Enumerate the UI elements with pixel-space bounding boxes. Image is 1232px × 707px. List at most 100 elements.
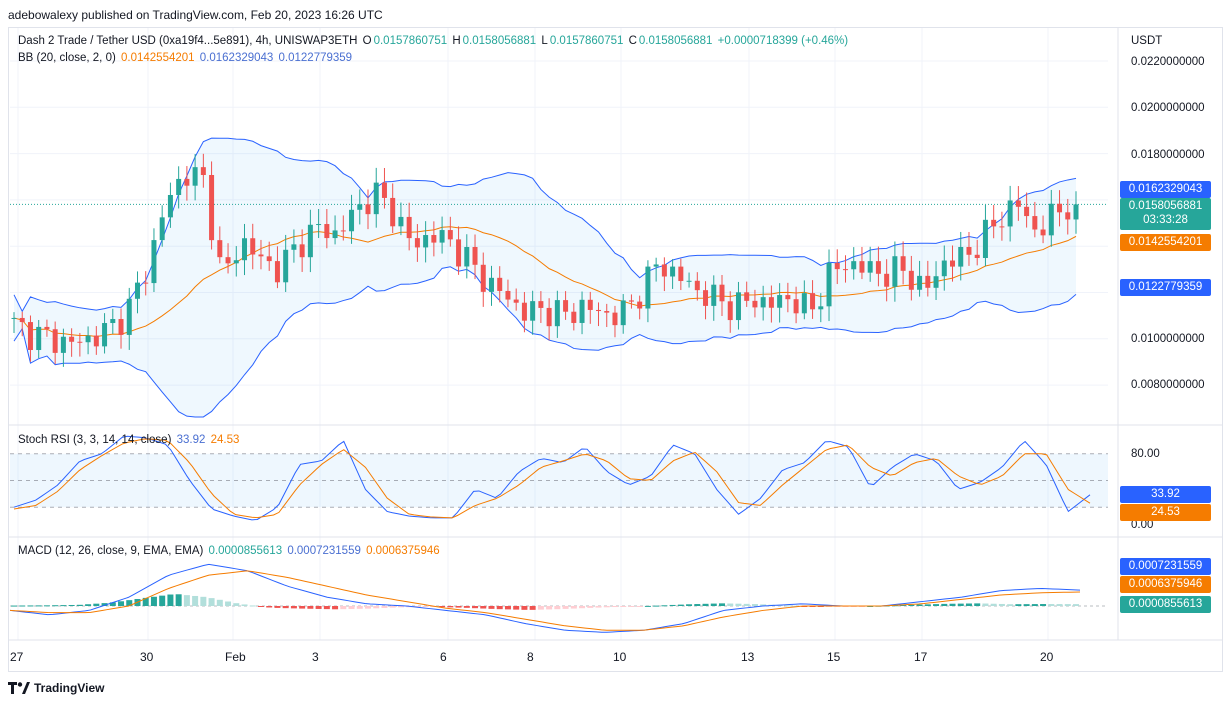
macd-hist-bar xyxy=(620,606,627,607)
macd-hist-bar xyxy=(603,606,610,608)
candle-body xyxy=(431,235,437,243)
footer-brand: TradingView xyxy=(8,681,104,695)
candle-body xyxy=(694,280,700,291)
macd-line-value: 0.0007231559 xyxy=(287,545,361,557)
bb-upper-tag: 0.0162329043 xyxy=(1120,181,1211,198)
candle-body xyxy=(785,295,791,300)
candle-body xyxy=(316,224,322,226)
candle-body xyxy=(217,240,223,258)
candle-body xyxy=(546,307,552,327)
candle-body xyxy=(118,319,124,335)
candle-body xyxy=(1073,204,1079,220)
candle-body xyxy=(332,230,338,239)
rsi-d-tag: 24.53 xyxy=(1120,504,1211,521)
candle-body xyxy=(497,277,503,291)
tradingview-logo-icon xyxy=(8,682,30,694)
time-tick: 8 xyxy=(527,650,534,664)
rsi-tick: 0.00 xyxy=(1131,519,1154,531)
macd-hist-bar xyxy=(644,605,651,607)
candle-body xyxy=(974,254,980,259)
rsi-d-line xyxy=(13,438,1091,519)
candle-body xyxy=(999,226,1005,228)
macd-hist-bar xyxy=(307,606,314,609)
candle-body xyxy=(818,306,824,310)
time-tick: 13 xyxy=(741,650,755,664)
brand-name: TradingView xyxy=(34,681,105,695)
candles xyxy=(11,153,1079,367)
candle-body xyxy=(324,224,330,239)
macd-hist-bar xyxy=(315,606,322,609)
macd-hist-bar xyxy=(225,601,232,606)
macd-hist-bar xyxy=(916,604,923,606)
publisher-line: adebowalexy published on TradingView.com… xyxy=(8,8,383,22)
bb-upper-line xyxy=(13,137,1077,313)
candle-body xyxy=(661,264,667,277)
macd-hist-bar xyxy=(43,605,50,607)
time-tick: 6 xyxy=(440,650,447,664)
macd-hist-tag: 0.0000855613 xyxy=(1120,596,1211,613)
rsi-legend: Stoch RSI (3, 3, 14, 14, close) 33.92 24… xyxy=(18,434,241,446)
rsi-tick: 80.00 xyxy=(1131,448,1160,460)
grid-lines xyxy=(10,28,1108,640)
close-label: C xyxy=(628,35,637,47)
candle-body xyxy=(727,301,733,321)
candle-body xyxy=(908,270,914,290)
macd-hist-bar xyxy=(562,606,569,609)
candle-body xyxy=(439,230,445,243)
candle-body xyxy=(134,282,140,299)
macd-signal-tag: 0.0006375946 xyxy=(1120,576,1211,593)
candle-body xyxy=(1040,229,1046,236)
candle-body xyxy=(744,292,750,301)
macd-hist-bar xyxy=(1015,604,1022,606)
macd-hist-bar xyxy=(488,606,495,609)
macd-hist-bar xyxy=(332,606,339,610)
macd-hist-bar xyxy=(900,605,907,607)
macd-hist-bar xyxy=(628,606,635,607)
macd-hist-bar xyxy=(299,606,306,609)
bb-upper-value: 0.0162329043 xyxy=(199,52,274,64)
open-label: O xyxy=(362,35,372,47)
macd-pane xyxy=(9,563,1108,633)
candle-body xyxy=(390,197,396,227)
candle-body xyxy=(538,301,544,308)
bb-lower-line xyxy=(13,266,1077,418)
macd-hist-bar xyxy=(521,606,528,610)
candle-body xyxy=(1007,200,1013,227)
candle-body xyxy=(571,311,577,323)
candle-body xyxy=(810,293,816,310)
candle-body xyxy=(44,326,50,330)
macd-hist-bar xyxy=(93,603,100,606)
macd-hist-bar xyxy=(933,604,940,606)
candle-body xyxy=(11,317,17,319)
macd-hist-bar xyxy=(1048,604,1055,606)
macd-hist-bar xyxy=(167,594,174,606)
candle-body xyxy=(1065,212,1071,220)
candle-body xyxy=(900,256,906,271)
macd-hist-bar xyxy=(192,595,199,606)
candle-body xyxy=(760,297,766,308)
candle-body xyxy=(143,282,149,284)
macd-label: MACD (12, 26, close, 9, EMA, EMA) xyxy=(18,545,204,557)
candle-body xyxy=(801,293,807,314)
time-tick: 27 xyxy=(10,650,24,664)
candle-body xyxy=(604,311,610,313)
candle-body xyxy=(917,275,923,290)
macd-hist-bar xyxy=(529,606,536,610)
candle-body xyxy=(151,240,157,284)
macd-hist-bar xyxy=(323,606,330,610)
macd-hist-bar xyxy=(669,604,676,606)
candle-body xyxy=(842,269,848,271)
macd-hist-bar xyxy=(208,598,215,606)
candle-body xyxy=(209,175,215,241)
macd-hist-bar xyxy=(109,602,116,606)
candle-body xyxy=(1015,200,1021,207)
high-label: H xyxy=(452,35,461,47)
candle-body xyxy=(93,335,99,347)
price-tick: 0.0180000000 xyxy=(1131,149,1205,161)
macd-hist-bar xyxy=(595,606,602,608)
macd-line-tag: 0.0007231559 xyxy=(1120,558,1211,575)
macd-hist-bar xyxy=(183,595,190,606)
macd-line xyxy=(9,563,1081,633)
candle-body xyxy=(735,292,741,321)
